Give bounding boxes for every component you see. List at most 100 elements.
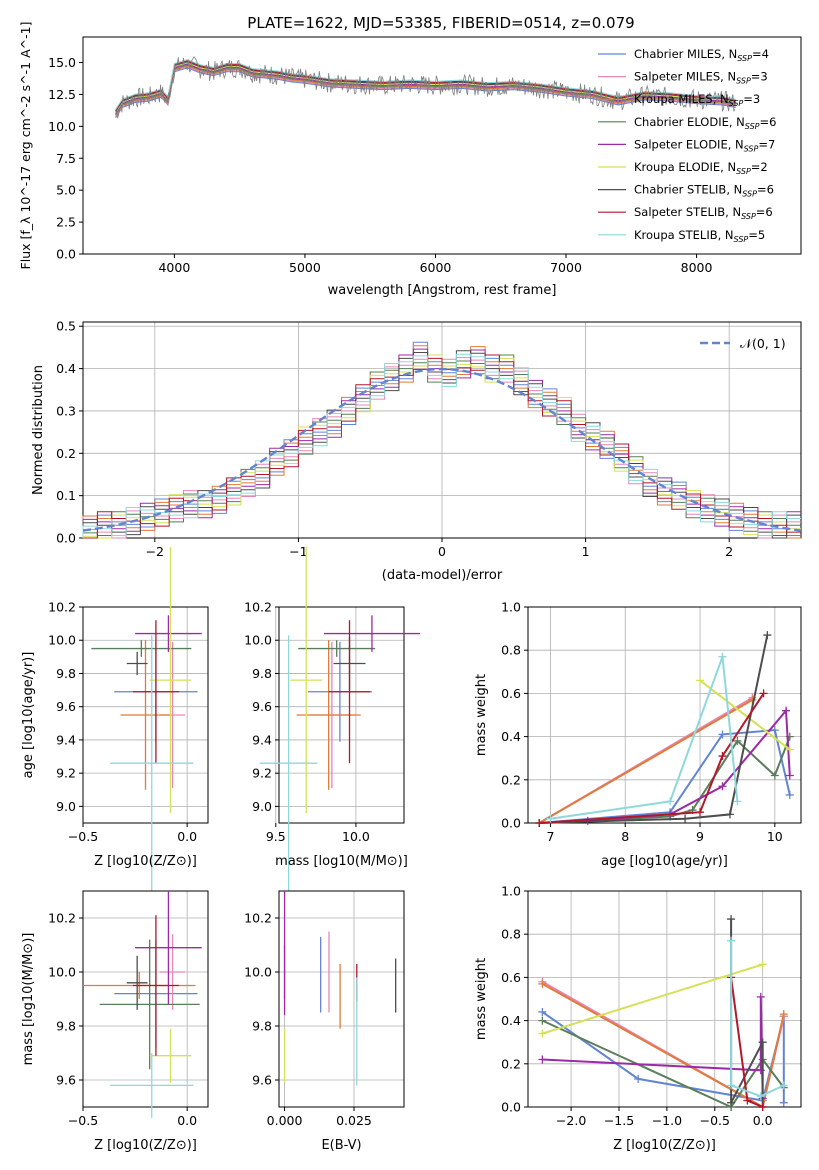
x-tick-label: 7000 — [550, 260, 582, 275]
weight-marker — [770, 726, 779, 735]
y-tick-label: 10.0 — [244, 965, 272, 980]
y-tick-label: 0.0 — [501, 1100, 521, 1115]
axes-frame — [82, 606, 209, 824]
weight-line — [541, 1011, 785, 1103]
y-tick-label: 0.0 — [56, 247, 76, 262]
y-tick-label: 0.2 — [501, 1056, 521, 1071]
y-tick-label: 0.2 — [56, 446, 76, 461]
x-tick-label: 9 — [696, 829, 704, 844]
weight-marker — [725, 810, 734, 819]
x-tick-label: 8000 — [681, 260, 713, 275]
weight-marker — [718, 782, 727, 791]
weight-marker — [696, 808, 705, 817]
x-tick-label: 0.0 — [177, 829, 197, 844]
age_vs_Z-panel: −0.5 0.0 9.0 9.2 9.4 9.6 9.8 10.0 10.2 Z [log10(Z… — [21, 547, 209, 892]
weight-marker — [756, 992, 765, 1001]
x-tick-label: −0.5 — [68, 829, 98, 844]
x-axis-label: E(B-V) — [321, 1138, 361, 1153]
weight-marker — [758, 1038, 767, 1047]
x-tick-label: −2 — [146, 544, 164, 559]
y-tick-label: 0.1 — [56, 488, 76, 503]
weight-marker — [718, 730, 727, 739]
x-axis-label: wavelength [Angstrom, rest frame] — [328, 283, 557, 298]
weight-marker — [758, 1103, 767, 1111]
y-tick-label: 9.6 — [56, 1073, 76, 1088]
weight-marker — [779, 1010, 788, 1019]
y-tick-label: 10.0 — [48, 633, 76, 648]
weight-marker — [779, 1081, 788, 1090]
y-tick-label: 0.3 — [56, 403, 76, 418]
y-tick-label: 0.4 — [56, 361, 76, 376]
weight-line — [542, 996, 764, 1099]
x-axis-label: (data-model)/error — [382, 568, 503, 583]
y-axis-label: Flux [f_λ 10^-17 erg cm^-2 s^-1 A^-1] — [18, 22, 33, 270]
y-tick-label: 0.6 — [501, 970, 521, 985]
legend-label: 𝒩(0, 1) — [740, 336, 786, 351]
axes-frame — [82, 321, 802, 539]
residual-panel: −2 −1 0 1 2 0.0 0.1 0.2 0.3 0.4 0.5 𝒩(0, 1) (data-mo… — [31, 319, 802, 583]
axes-frame — [82, 890, 209, 1108]
x-tick-label: 0.000 — [267, 1113, 303, 1128]
weight-marker — [758, 960, 767, 969]
y-tick-label: 9.0 — [56, 799, 76, 814]
y-tick-label: 9.2 — [56, 766, 76, 781]
weight-marker — [727, 1081, 736, 1090]
weight-marker — [538, 1055, 547, 1064]
y-tick-label: 2.5 — [56, 215, 76, 230]
y-tick-label: 15.0 — [48, 55, 76, 70]
y-tick-label: 10.2 — [48, 911, 76, 926]
y-tick-label: 10.2 — [48, 600, 76, 615]
x-tick-label: −0.5 — [68, 1113, 98, 1128]
y-axis-label: mass [log10(M/M⊙)] — [21, 933, 36, 1066]
y-axis-label: age [log10(age/yr)] — [21, 652, 36, 779]
x-tick-label: −1.0 — [652, 1113, 682, 1128]
mass_weight_vs_age-panel: 7 8 9 10 0.0 0.2 0.4 0.6 0.8 1.0 age [log10(age/yr… — [474, 600, 802, 869]
y-axis-label: mass weight — [474, 674, 489, 756]
weight-marker — [538, 979, 547, 988]
weight-marker — [785, 790, 794, 799]
legend-label: Salpeter MILES, NSSP=3 — [634, 70, 768, 86]
histogram-line — [82, 353, 801, 538]
y-tick-label: 10.2 — [244, 911, 272, 926]
weight-marker — [634, 1074, 643, 1083]
x-tick-label: 0.0 — [177, 1113, 197, 1128]
y-tick-label: 7.5 — [56, 151, 76, 166]
x-tick-label: 5000 — [289, 260, 321, 275]
y-tick-label: 9.8 — [252, 1019, 272, 1034]
legend-label: Salpeter ELODIE, NSSP=7 — [634, 137, 775, 153]
weight-line — [699, 679, 791, 751]
weight-marker — [782, 706, 791, 715]
y-tick-label: 9.8 — [56, 1019, 76, 1034]
axes-frame — [527, 606, 802, 824]
x-tick-label: 0 — [438, 544, 446, 559]
y-tick-label: 9.4 — [56, 732, 76, 747]
y-axis-label: mass weight — [474, 958, 489, 1040]
y-tick-label: 0.4 — [501, 729, 521, 744]
x-tick-label: 7 — [546, 829, 554, 844]
x-tick-label: 1 — [582, 544, 590, 559]
weight-marker — [785, 771, 794, 780]
weight-marker — [718, 752, 727, 761]
y-tick-label: 0.2 — [501, 772, 521, 787]
y-tick-label: 9.0 — [252, 799, 272, 814]
weight-marker — [546, 814, 555, 823]
y-tick-label: 9.8 — [56, 666, 76, 681]
x-axis-label: Z [log10(Z/Z⊙)] — [613, 1138, 716, 1153]
x-tick-label: 10.0 — [342, 829, 370, 844]
y-tick-label: 9.8 — [252, 666, 272, 681]
y-tick-label: 0.8 — [501, 643, 521, 658]
weight-marker — [681, 814, 690, 823]
legend-label: Chabrier MILES, NSSP=4 — [634, 47, 769, 63]
y-axis-label: Normed distribution — [31, 365, 46, 495]
weight-marker — [785, 745, 794, 754]
spectrum-panel: 4000 5000 6000 7000 8000 0.0 2.5 5.0 7.5 10.0 12.5… — [18, 22, 802, 298]
weight-line — [538, 699, 753, 824]
weight-line — [542, 963, 763, 1035]
x-tick-label: 0.0 — [753, 1113, 773, 1128]
y-tick-label: 0.5 — [56, 319, 76, 334]
y-tick-label: 9.6 — [252, 1073, 272, 1088]
weight-marker — [743, 1096, 752, 1105]
weight-line — [730, 940, 785, 1098]
weight-marker — [727, 1098, 736, 1107]
